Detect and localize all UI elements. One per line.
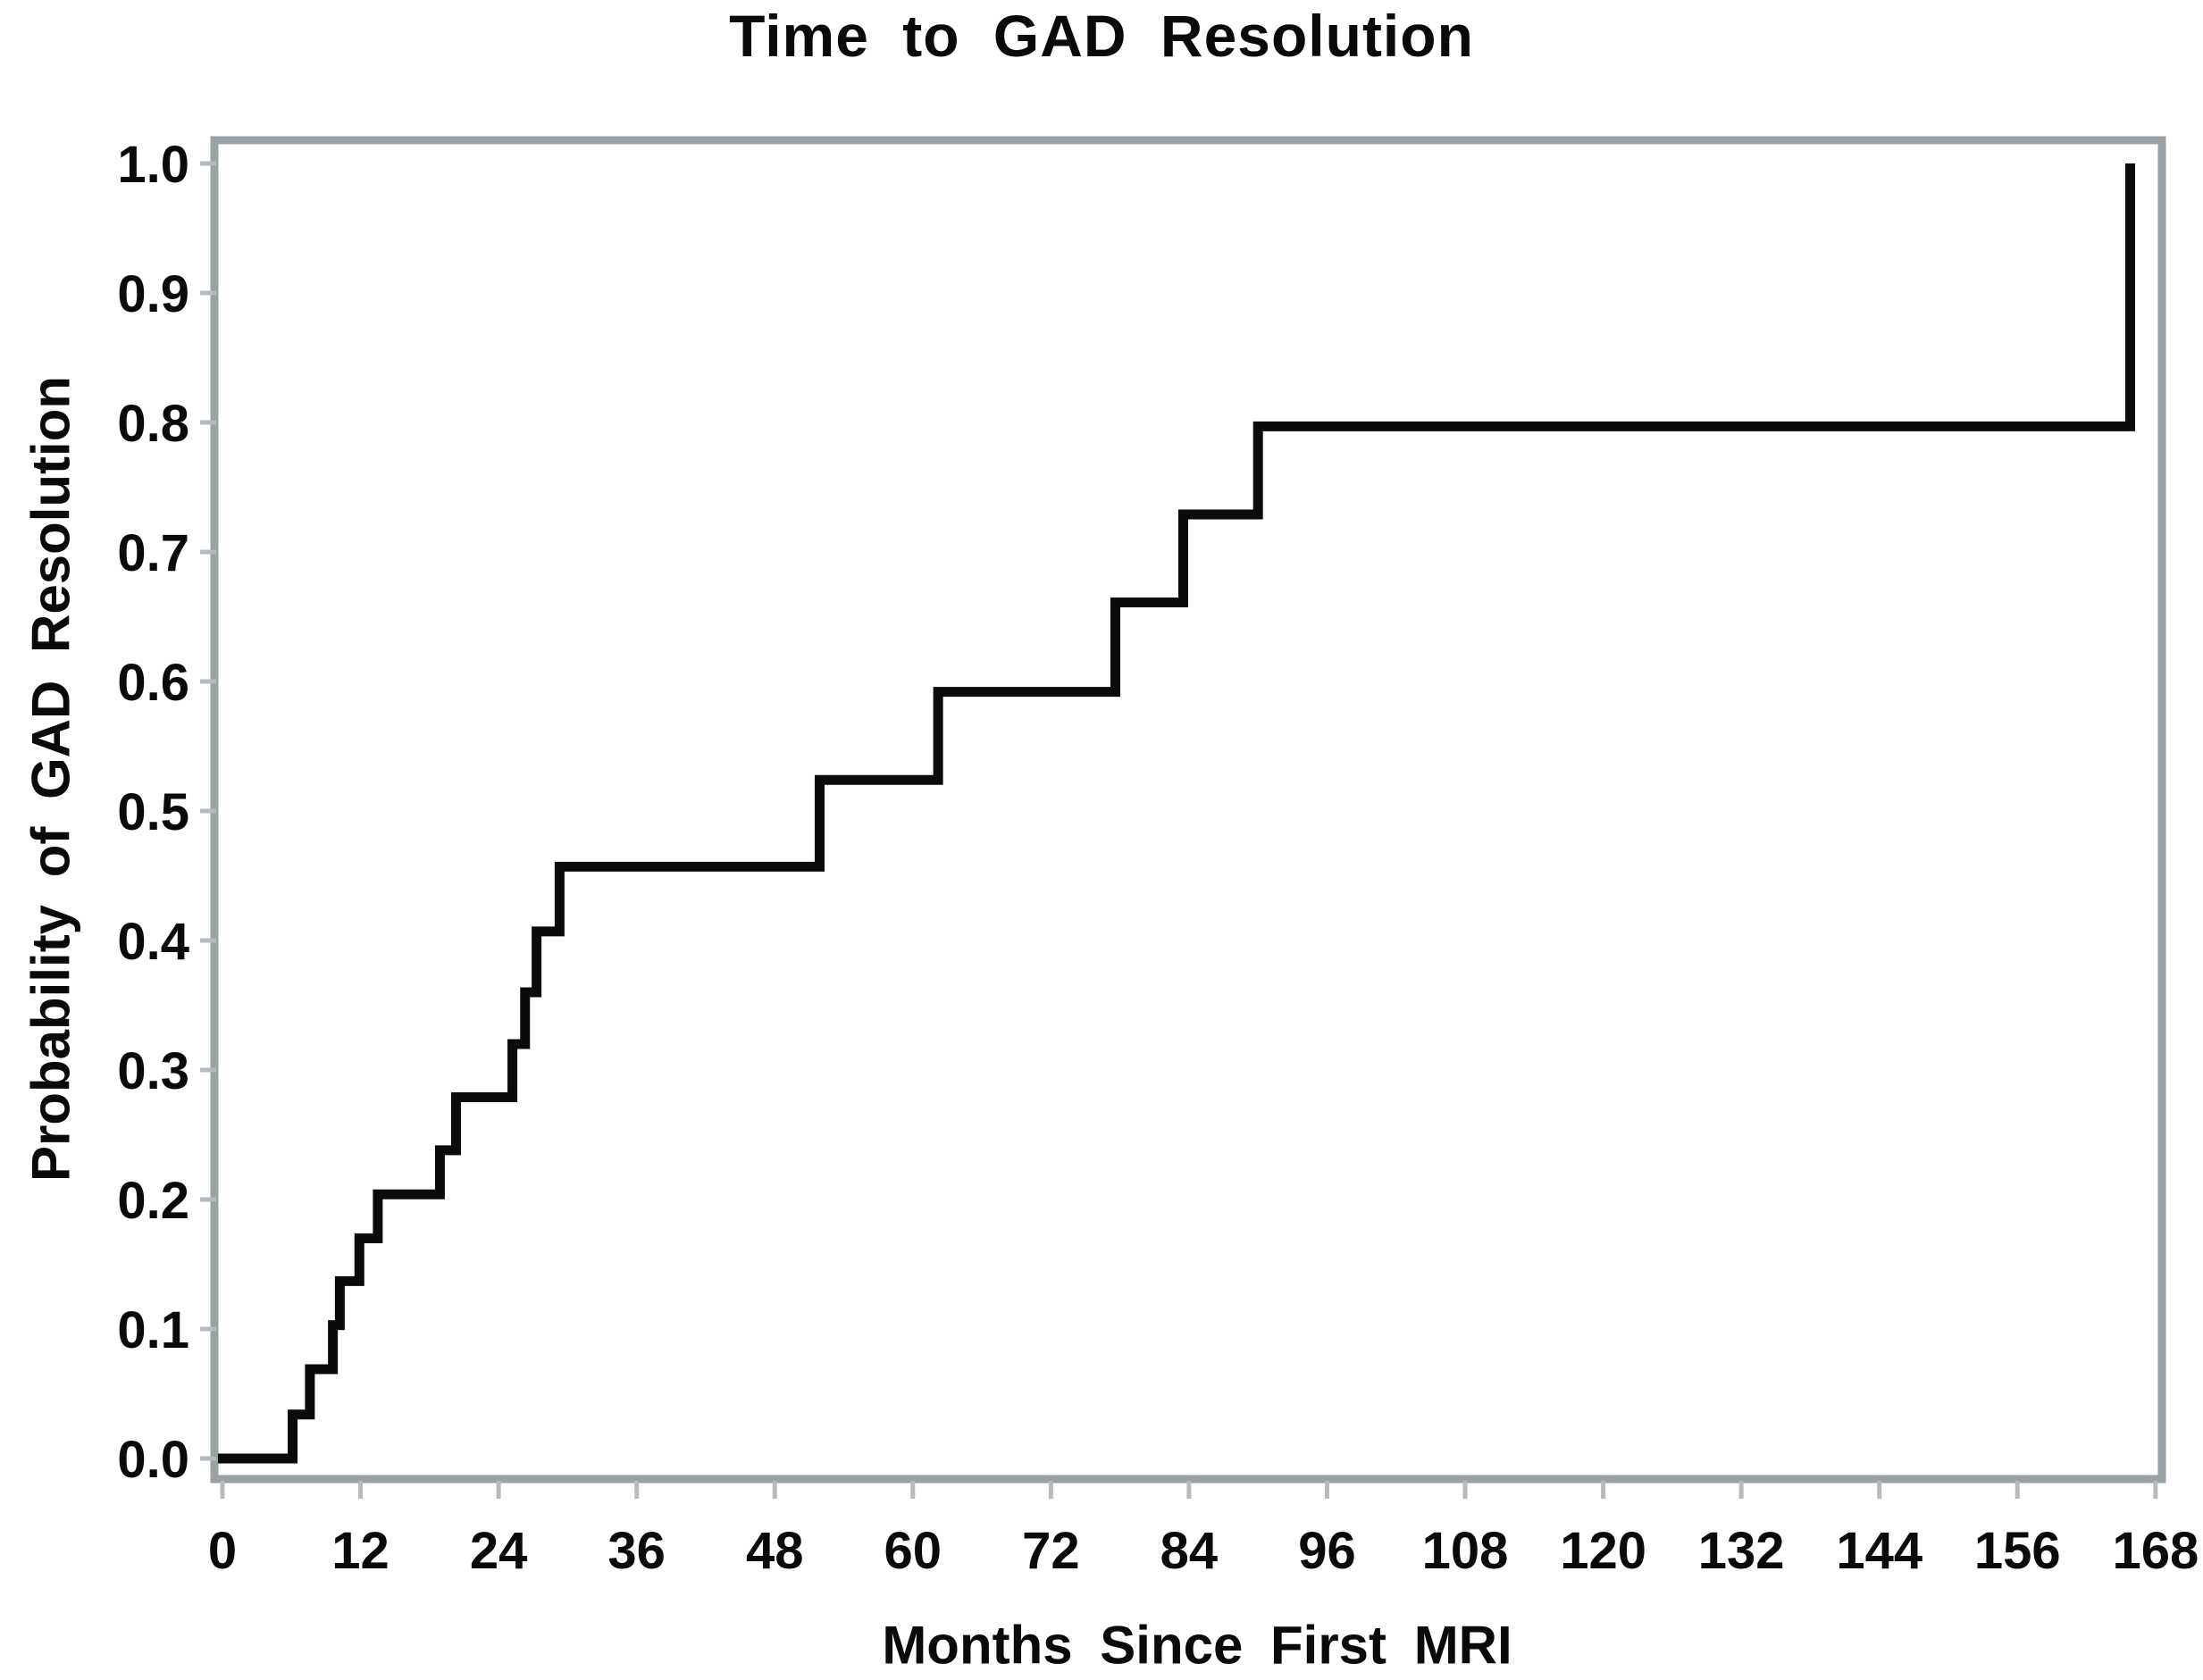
y-tick-label: 0.4 bbox=[117, 913, 189, 971]
y-tick-label: 0.6 bbox=[117, 654, 189, 712]
x-tick-label: 48 bbox=[746, 1522, 804, 1580]
x-tick-label: 132 bbox=[1698, 1522, 1785, 1580]
x-tick-label: 96 bbox=[1298, 1522, 1356, 1580]
x-tick-label: 156 bbox=[1974, 1522, 2061, 1580]
y-tick-label: 0.5 bbox=[117, 783, 189, 841]
y-tick-label: 0.2 bbox=[117, 1172, 189, 1230]
y-tick-label: 1.0 bbox=[117, 136, 189, 194]
x-tick-label: 12 bbox=[331, 1522, 390, 1580]
chart-title: Time to GAD Resolution bbox=[729, 3, 1474, 69]
y-tick-label: 0.9 bbox=[117, 265, 189, 323]
y-tick-label: 0.0 bbox=[117, 1431, 189, 1489]
y-tick-label: 0.3 bbox=[117, 1042, 189, 1100]
plot-frame bbox=[210, 136, 2166, 1484]
km-step-curve bbox=[218, 163, 2135, 1464]
x-tick-label: 36 bbox=[607, 1522, 666, 1580]
x-axis-title: Months Since First MRI bbox=[882, 1615, 1512, 1676]
x-tick-label: 60 bbox=[884, 1522, 942, 1580]
y-tick-label: 0.7 bbox=[117, 524, 189, 582]
x-tick-label: 168 bbox=[2112, 1522, 2199, 1580]
y-tick-label: 0.1 bbox=[117, 1301, 189, 1359]
x-tick-label: 72 bbox=[1022, 1522, 1080, 1580]
x-tick-label: 144 bbox=[1836, 1522, 1922, 1580]
x-tick-label: 108 bbox=[1422, 1522, 1509, 1580]
x-tick-label: 84 bbox=[1160, 1522, 1219, 1580]
y-tick-label: 0.8 bbox=[117, 395, 189, 453]
x-tick-label: 120 bbox=[1560, 1522, 1646, 1580]
x-tick-label: 0 bbox=[208, 1522, 237, 1580]
x-tick-label: 24 bbox=[470, 1522, 528, 1580]
